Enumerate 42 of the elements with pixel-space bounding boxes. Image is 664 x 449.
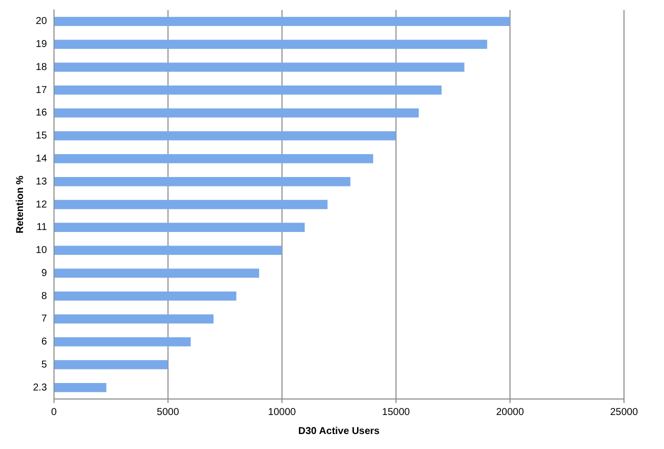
bar <box>54 246 282 255</box>
bar <box>54 86 442 95</box>
y-tick-label: 7 <box>41 314 48 325</box>
y-tick-label: 11 <box>36 222 48 234</box>
bar <box>54 16 510 26</box>
bar <box>54 200 328 210</box>
x-tick-label: 25000 <box>610 406 638 418</box>
bar <box>54 40 488 49</box>
y-tick-label: 16 <box>36 108 48 119</box>
bar <box>54 108 419 118</box>
bar <box>54 360 168 370</box>
bar <box>54 291 236 301</box>
x-tick-label: 5000 <box>156 406 180 418</box>
y-tick-label: 20 <box>36 16 48 28</box>
y-tick-label: 13 <box>36 176 48 188</box>
x-tick-label: 15000 <box>382 406 410 418</box>
y-tick-label: 15 <box>36 130 48 142</box>
y-tick-label: 10 <box>36 245 48 256</box>
y-tick-label: 18 <box>36 62 48 73</box>
bar <box>54 154 374 164</box>
y-axis-title: Retention % <box>14 176 26 234</box>
bar <box>54 131 396 140</box>
bar <box>54 268 260 278</box>
bar <box>54 337 191 346</box>
x-tick-label: 0 <box>51 406 58 418</box>
x-tick-label: 10000 <box>268 406 296 418</box>
y-tick-label: 12 <box>36 199 48 210</box>
y-tick-label: 8 <box>41 290 48 302</box>
bar <box>54 177 350 186</box>
y-tick-label: 6 <box>41 336 48 348</box>
y-tick-label: 14 <box>36 153 48 164</box>
y-tick-label: 2.3 <box>32 382 48 394</box>
x-axis-title: D30 Active Users <box>298 426 380 437</box>
bar <box>54 382 106 392</box>
bar <box>54 314 214 324</box>
y-tick-label: 19 <box>36 39 48 50</box>
y-tick-label: 17 <box>36 84 48 96</box>
bar <box>54 222 305 232</box>
bar <box>54 62 464 72</box>
y-tick-label: 5 <box>41 359 48 370</box>
x-tick-label: 20000 <box>496 406 524 418</box>
y-tick-label: 9 <box>41 268 48 279</box>
